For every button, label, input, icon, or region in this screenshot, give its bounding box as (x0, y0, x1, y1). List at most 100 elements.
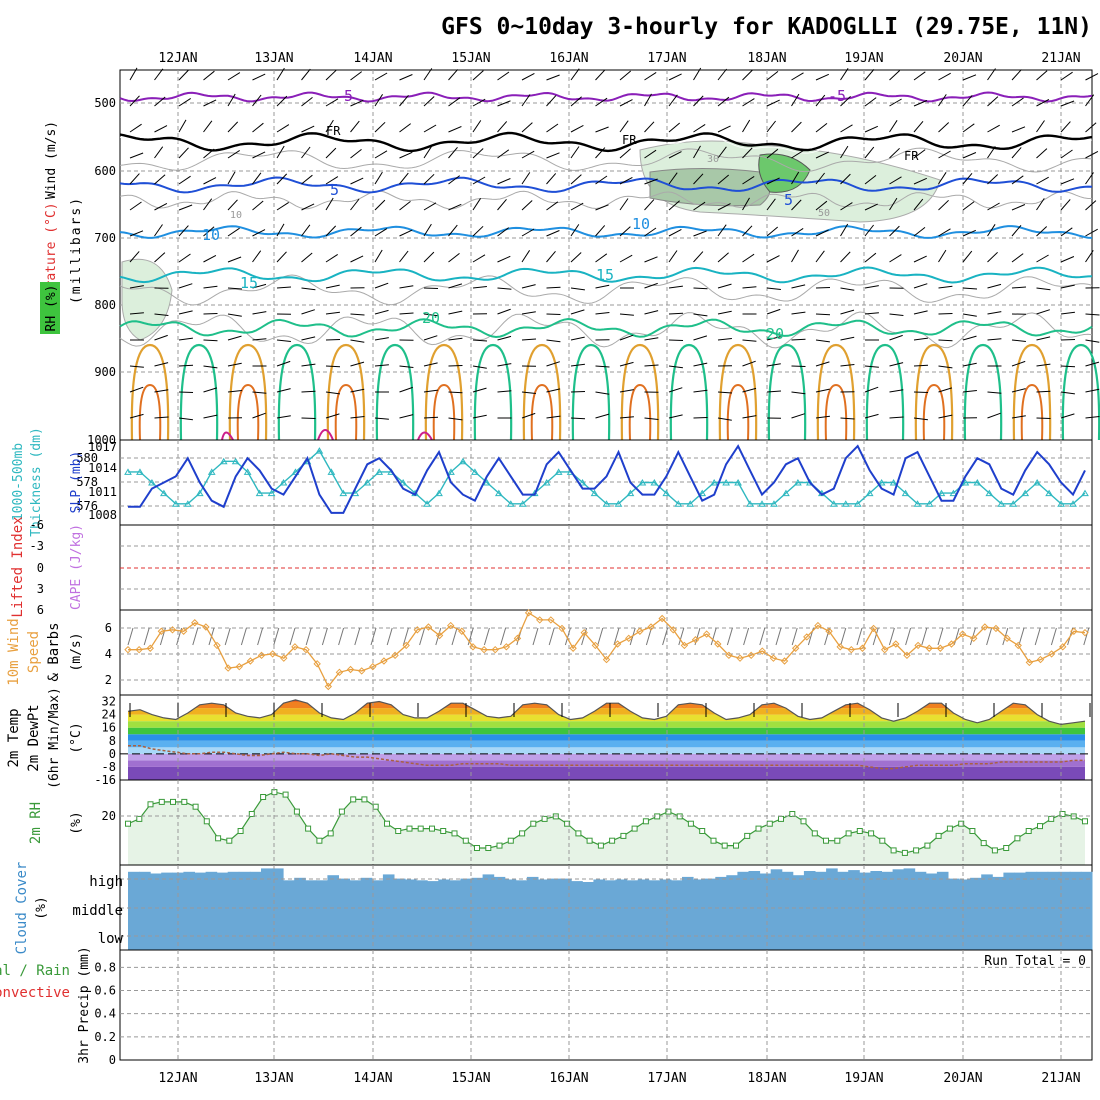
date-label-top: 13JAN (254, 51, 293, 66)
wind-barb (693, 145, 701, 159)
wind-barb (595, 413, 610, 419)
wind-barb (325, 391, 340, 395)
wind-speed-point (892, 640, 900, 648)
wind-barb (448, 97, 461, 107)
wind-barb (374, 171, 383, 185)
wind-speed-point (769, 654, 778, 662)
wind-barb (889, 225, 900, 237)
cloud-bar (150, 873, 162, 950)
wind-barb (815, 229, 829, 237)
wind-barb (325, 98, 339, 107)
wind-barb (325, 253, 338, 263)
wind-speed-point (513, 634, 522, 643)
wind-barb (374, 337, 389, 341)
wind-speed-point (124, 645, 132, 654)
wind-barb (521, 200, 533, 211)
wind-barb (350, 149, 362, 159)
wind-barb (913, 177, 928, 185)
wind-barb (1036, 363, 1051, 367)
wind-barb (570, 68, 580, 81)
wind-barb (227, 171, 236, 185)
rh-point (316, 837, 323, 844)
wind-barb (497, 149, 510, 159)
wind-barb (129, 251, 140, 263)
rh-point (868, 830, 875, 837)
wind-barb (227, 72, 241, 81)
wind-barb (1011, 286, 1027, 289)
wind-barb (521, 150, 535, 159)
cloud-level-low: low (98, 931, 124, 947)
wind-barb (1011, 415, 1026, 419)
wind-barb (644, 282, 658, 289)
wind-barb (1011, 126, 1026, 133)
wind-barb (1011, 224, 1022, 237)
wind-barb (301, 125, 315, 133)
wind-barb (791, 391, 806, 395)
wind-barb (1085, 313, 1100, 316)
wind-barb (178, 97, 191, 107)
wind-barb (276, 67, 285, 81)
y-tick-label: 32 (102, 695, 116, 709)
diurnal-contour-inner (1020, 383, 1044, 441)
wind-barb (570, 124, 584, 133)
cloud-bar (305, 880, 317, 950)
wind-speed-point (447, 621, 455, 630)
surface-wind-barb (1034, 627, 1041, 646)
label-cloud-units: (%) (34, 896, 49, 919)
cloud-bar (349, 880, 362, 950)
wind-barb (815, 200, 828, 211)
y-tick-label: 1000 (87, 433, 116, 447)
wind-barb (350, 313, 365, 316)
temp-band (128, 740, 1085, 748)
wind-barb (938, 122, 950, 133)
wind-barb (1085, 150, 1099, 159)
wind-barb (595, 253, 608, 263)
wind-barb (252, 412, 266, 419)
wind-speed-point (1014, 641, 1022, 650)
thickness-point (171, 500, 180, 507)
wind-barb (962, 287, 978, 290)
wind-barb (987, 311, 1002, 315)
diurnal-contour-inner (726, 383, 750, 441)
upper-contour-labels: -5 -5 FR FR FR 5 5 10 10 15 15 20 20 10 … (202, 87, 919, 343)
label-wind-units: (m/s) (69, 632, 84, 671)
wind-speed-point (591, 641, 600, 650)
wind-barb (913, 337, 928, 341)
cloud-bar (948, 878, 960, 950)
y-tick-label: 580 (76, 451, 98, 465)
wind-speed-point (613, 640, 622, 648)
wind-barb (693, 230, 707, 237)
wind-barb (889, 176, 902, 185)
surface-wind-barb (905, 627, 912, 646)
wind-barb (962, 390, 977, 393)
surface-wind-barb (1083, 627, 1090, 646)
cloud-bar (526, 876, 539, 950)
rh-point (631, 825, 638, 832)
cloud-bar (1025, 871, 1038, 950)
wind-barb (227, 362, 242, 367)
rh-point (597, 842, 604, 849)
wind-barb (619, 198, 629, 211)
wind-barb (497, 198, 507, 211)
wind-barb (472, 365, 487, 369)
date-label-top: 16JAN (549, 51, 588, 66)
wind-barb (742, 225, 753, 237)
wind-barb (203, 99, 217, 107)
wind-barb (815, 339, 830, 343)
label-precip: 3hr Precip (mm) (77, 946, 92, 1063)
wind-speed-point (547, 616, 555, 624)
wind-barb (203, 285, 218, 289)
wind-barb (129, 152, 144, 159)
wind-barb (154, 362, 169, 367)
wind-barb (423, 146, 433, 159)
rh-point (496, 842, 503, 849)
y-tick-label: 1014 (88, 461, 117, 475)
wind-speed-point (825, 627, 833, 635)
wind-barb (546, 339, 561, 343)
y-tick-label: -3 (30, 539, 44, 553)
wind-barb (570, 96, 582, 107)
wind-barb (423, 416, 439, 419)
date-label-top: 15JAN (451, 51, 490, 66)
cloud-bar (848, 870, 860, 950)
wind-barb (448, 253, 460, 263)
